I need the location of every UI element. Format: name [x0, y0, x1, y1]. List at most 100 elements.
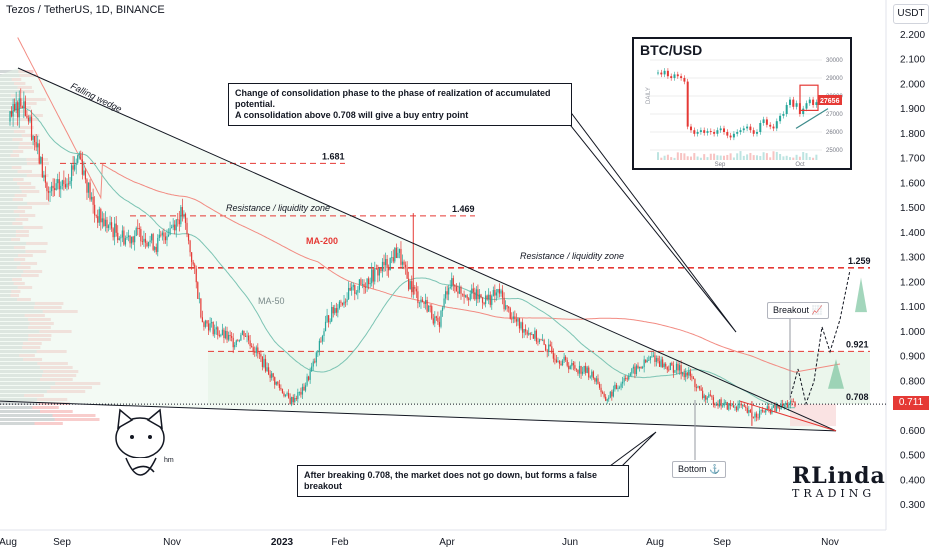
inset-arrow: [795, 108, 829, 129]
inset-volume-bar: [769, 157, 772, 160]
candle-body: [214, 329, 216, 335]
candle-body: [55, 183, 57, 190]
brand-line-1: RLinda: [792, 463, 886, 489]
candle-body: [711, 395, 713, 398]
candle-body: [477, 289, 479, 300]
candle-body: [574, 365, 576, 369]
candle-body: [746, 407, 748, 413]
candle-body: [263, 358, 265, 367]
inset-volume-bar: [686, 156, 689, 160]
price-axis-ticks: 2.200 2.100 2.000 1.900 1.800 1.700 1.600 1.500…: [900, 30, 925, 511]
inset-volume-bar: [805, 153, 808, 160]
volume-bar: [0, 418, 55, 421]
inset-volume-bar: [785, 155, 788, 160]
candle-body: [32, 136, 34, 140]
candle-body: [130, 236, 133, 244]
candle-body: [44, 175, 47, 183]
brand-line-2: TRADING: [792, 487, 876, 500]
candle-body: [515, 319, 518, 322]
ma200-label: MA-200: [306, 236, 338, 246]
candle-body: [237, 340, 239, 342]
candle-body: [697, 386, 699, 388]
candle-body: [454, 285, 456, 287]
candle-body: [46, 182, 48, 192]
candle-body: [481, 297, 484, 303]
candle-body: [581, 371, 584, 374]
candle-body: [314, 361, 316, 363]
candle-body: [226, 330, 228, 340]
inset-candle-body: [812, 99, 815, 105]
candle-body: [421, 299, 424, 302]
candle-body: [448, 287, 450, 295]
inset-volume-bar: [699, 157, 702, 160]
inset-candle-body: [729, 135, 732, 138]
candle-body: [729, 403, 731, 406]
up-arrow: [828, 359, 844, 389]
candle-body: [154, 246, 156, 250]
candle-body: [532, 334, 534, 339]
inset-tick-label: 29000: [826, 76, 843, 82]
candle-body: [261, 356, 264, 367]
inset-volume-bar: [660, 157, 663, 160]
candles: [9, 88, 796, 426]
currency-button[interactable]: USDT: [893, 4, 929, 24]
candle-body: [400, 248, 402, 265]
inset-candle-body: [746, 126, 749, 129]
candle-body: [529, 333, 531, 335]
candle-body: [629, 373, 631, 376]
candle-body: [622, 381, 624, 384]
inset-candle-body: [772, 126, 775, 129]
candle-body: [232, 337, 234, 348]
candle-body: [175, 219, 177, 231]
candle-body: [269, 374, 271, 378]
candle-body: [18, 98, 20, 118]
candle-body: [238, 340, 240, 342]
price-tick-label: 1.500: [900, 203, 925, 214]
candle-body: [203, 322, 205, 327]
candle-body: [308, 376, 310, 380]
candle-body: [286, 393, 288, 395]
candle-body: [146, 242, 148, 247]
inset-volume-bar: [792, 157, 795, 160]
inset-volume-bar: [759, 156, 762, 160]
candle-body: [762, 409, 764, 412]
brand-logo: RLinda TRADING: [792, 463, 886, 500]
candle-body: [568, 365, 570, 370]
candle-body: [374, 268, 376, 282]
inset-candle-body: [703, 130, 706, 133]
volume-bar: [0, 402, 39, 405]
candle-body: [312, 361, 314, 367]
price-tick-label: 1.800: [900, 129, 925, 140]
candle-body: [97, 216, 99, 223]
candle-body: [38, 143, 40, 164]
inset-volume-bar: [703, 154, 706, 160]
candle-body: [157, 237, 159, 252]
candle-body: [348, 287, 350, 300]
candle-body: [663, 363, 665, 368]
candle-body: [35, 142, 37, 148]
candle-body: [765, 409, 767, 413]
candle-body: [561, 360, 564, 366]
candle-body: [30, 116, 33, 140]
price-tick-label: 1.200: [900, 277, 925, 288]
inset-candle-body: [699, 130, 702, 132]
candle-body: [466, 295, 468, 299]
candle-body: [528, 333, 530, 335]
candle-body: [318, 340, 320, 351]
candle-body: [181, 207, 183, 216]
time-tick-label: Sep: [53, 537, 71, 548]
candle-body: [712, 397, 715, 405]
candle-body: [718, 399, 721, 407]
inset-volume-bar: [739, 151, 742, 160]
inset-volume-bar: [815, 154, 818, 160]
candle-body: [742, 404, 744, 406]
inset-candle-body: [785, 105, 788, 114]
candle-body: [452, 278, 454, 286]
candle-body: [757, 417, 759, 419]
inset-volume-bar: [749, 152, 752, 160]
candle-body: [49, 191, 51, 193]
candle-body: [247, 335, 250, 341]
inset-volume-bar: [719, 155, 722, 160]
candle-body: [14, 104, 16, 111]
volume-bar: [0, 422, 35, 425]
